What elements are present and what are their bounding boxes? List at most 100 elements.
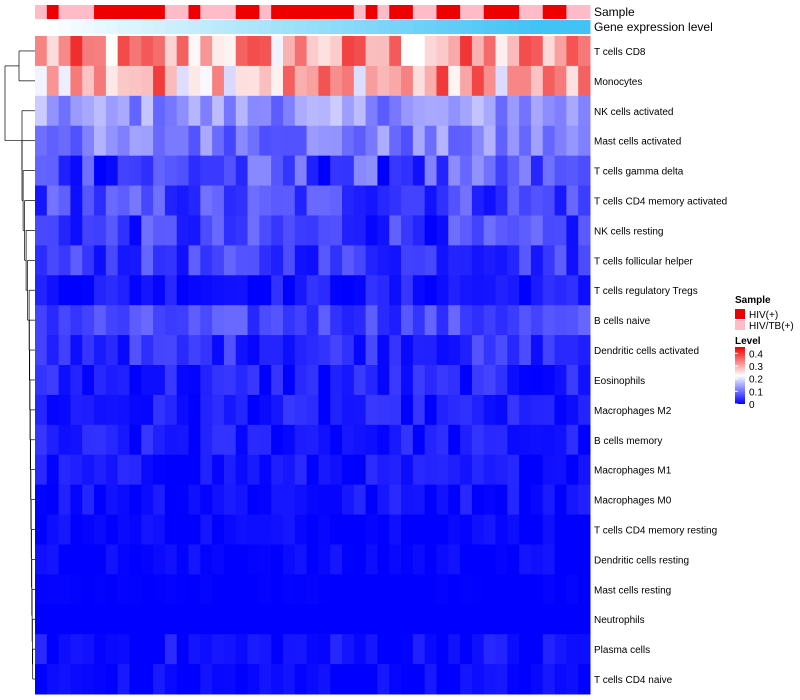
heatmap-cell: [294, 335, 308, 366]
heatmap-cell: [212, 544, 225, 575]
heatmap-cell: [377, 125, 390, 157]
heatmap-cell: [353, 95, 367, 127]
heatmap-cell: [164, 365, 178, 396]
heatmap-cell: [212, 514, 225, 545]
heatmap-cell: [294, 664, 308, 695]
heatmap-cell: [342, 634, 355, 665]
heatmap-cell: [58, 245, 71, 276]
heatmap-cell: [306, 215, 319, 246]
heatmap-cell: [342, 125, 355, 157]
heatmap-cell: [223, 394, 237, 426]
heatmap-cell: [471, 155, 485, 187]
heatmap-cell: [306, 634, 319, 665]
heatmap-cell: [377, 185, 390, 216]
expression-annotation-cell: [424, 20, 437, 34]
heatmap-cell: [436, 424, 449, 456]
heatmap-cell: [164, 604, 178, 635]
heatmap-cell: [318, 215, 331, 246]
heatmap-cell: [424, 185, 437, 216]
heatmap-cell: [554, 574, 567, 605]
heatmap-cell: [129, 155, 142, 187]
heatmap-cell: [566, 125, 579, 157]
heatmap-cell: [424, 604, 437, 635]
heatmap-cell: [471, 215, 485, 246]
heatmap-cell: [94, 36, 107, 67]
heatmap-cell: [46, 514, 60, 545]
heatmap-cell: [82, 305, 95, 336]
heatmap-cell: [188, 604, 201, 635]
heatmap-cell: [483, 365, 497, 396]
heatmap-cell: [318, 185, 331, 216]
heatmap-cell: [117, 95, 130, 127]
heatmap-cell: [58, 215, 71, 246]
heatmap-cell: [460, 65, 473, 97]
expression-annotation-cell: [448, 20, 461, 34]
heatmap-cell: [424, 275, 437, 306]
heatmap-cell: [94, 65, 107, 97]
heatmap-cell: [566, 424, 579, 456]
heatmap-cell: [259, 305, 272, 336]
sample-annotation-cell: [318, 5, 331, 19]
heatmap-cell: [495, 335, 508, 366]
heatmap-cell: [365, 424, 378, 456]
heatmap-cell: [247, 335, 260, 366]
heatmap-cell: [82, 95, 95, 127]
heatmap-cell: [389, 95, 402, 127]
heatmap-cell: [483, 335, 497, 366]
heatmap-cell: [164, 185, 178, 216]
heatmap-cell: [271, 634, 284, 665]
heatmap-cell: [46, 604, 60, 635]
heatmap-cell: [58, 484, 71, 516]
heatmap-cell: [70, 514, 83, 545]
heatmap-cell: [424, 365, 437, 396]
heatmap-cell: [259, 185, 272, 216]
heatmap-cell: [448, 36, 461, 67]
heatmap-cell: [519, 454, 532, 486]
sample-annotation-cell: [530, 5, 544, 19]
heatmap-cell: [460, 335, 473, 366]
heatmap-cell: [330, 574, 343, 605]
heatmap-cell: [495, 36, 508, 67]
heatmap-cell: [330, 305, 343, 336]
row-label: NK cells activated: [594, 107, 673, 118]
heatmap-cell: [554, 275, 567, 306]
heatmap-cell: [542, 394, 556, 426]
heatmap-cell: [471, 604, 485, 635]
heatmap-cell: [389, 275, 402, 306]
heatmap-cell: [330, 185, 343, 216]
heatmap-cell: [460, 95, 473, 127]
heatmap-cell: [530, 514, 544, 545]
heatmap-cell: [330, 514, 343, 545]
heatmap-cell: [330, 65, 343, 97]
heatmap-cell: [94, 394, 107, 426]
heatmap-cell: [389, 394, 402, 426]
expression-annotation-cell: [35, 20, 48, 34]
heatmap-cell: [353, 604, 367, 635]
heatmap-cell: [164, 634, 178, 665]
heatmap-cell: [70, 65, 83, 97]
heatmap-cell: [578, 215, 591, 246]
heatmap-cell: [129, 604, 142, 635]
heatmap-cell: [294, 36, 308, 67]
heatmap-cell: [471, 514, 485, 545]
heatmap-cell: [58, 544, 71, 575]
heatmap-cell: [188, 574, 201, 605]
heatmap-cell: [495, 424, 508, 456]
heatmap-cell: [519, 155, 532, 187]
heatmap-cell: [153, 185, 166, 216]
heatmap-cell: [318, 604, 331, 635]
heatmap-cell: [117, 544, 130, 575]
heatmap-cell: [306, 245, 319, 276]
row-label: Monocytes: [594, 77, 642, 88]
heatmap-cell: [117, 185, 130, 216]
heatmap-cell: [495, 155, 508, 187]
heatmap-cell: [282, 604, 296, 635]
heatmap-cell: [212, 155, 225, 187]
heatmap-cell: [94, 604, 107, 635]
expression-annotation-cell: [46, 20, 60, 34]
sample-annotation-cell: [389, 5, 402, 19]
heatmap-cell: [495, 125, 508, 157]
heatmap-cell: [141, 305, 154, 336]
heatmap-cell: [353, 574, 367, 605]
heatmap-cell: [554, 365, 567, 396]
